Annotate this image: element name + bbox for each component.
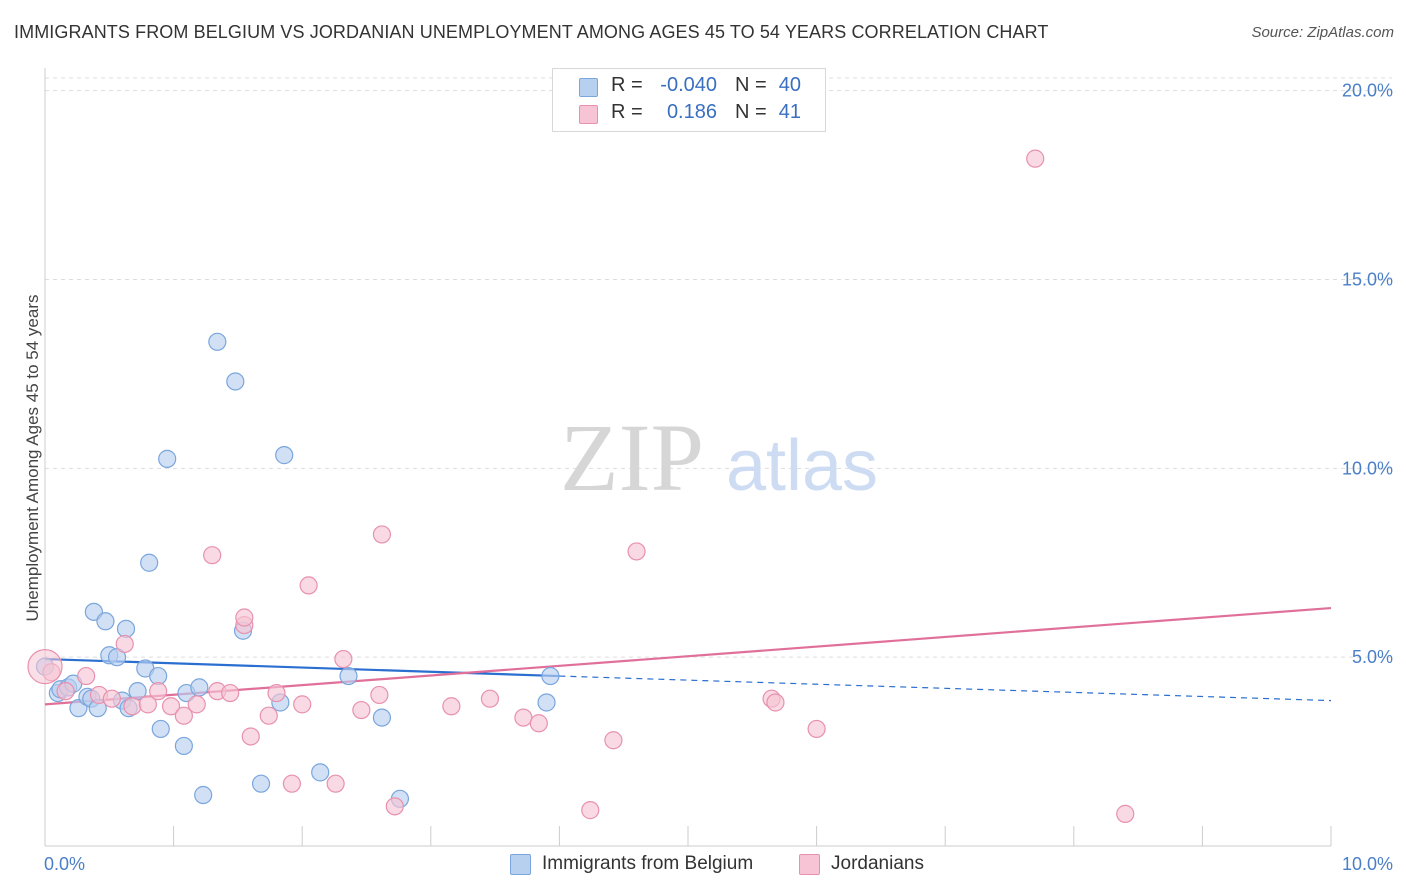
belgium-point — [251, 774, 271, 793]
ticks-layer: 5.0% 10.0% 15.0% 20.0% 0.0% 10.0% — [44, 81, 1393, 874]
belgium-trend-extension — [559, 675, 1332, 702]
x-tick-label: 0.0% — [44, 854, 85, 874]
jordanian-point — [77, 666, 96, 686]
legend-row-belgium: R = -0.040 N = 40 — [553, 74, 825, 100]
bottom-legend-label-belgium: Immigrants from Belgium — [542, 853, 754, 874]
belgium-point — [372, 708, 392, 727]
belgium-point — [339, 666, 358, 686]
jordanian-point — [203, 546, 222, 565]
belgium-point — [151, 719, 170, 739]
axes-layer — [44, 68, 1332, 847]
jordanian-point — [372, 525, 392, 544]
belgium-point — [311, 763, 330, 782]
jordanian-point — [235, 608, 254, 627]
y-tick-label: 5.0% — [1352, 647, 1393, 667]
jordanian-point — [529, 714, 548, 733]
chart-title: IMMIGRANTS FROM BELGIUM VS JORDANIAN UNE… — [14, 22, 1049, 42]
jordanian-point — [241, 727, 260, 746]
legend-row-jordanians: R = 0.186 N = 41 — [553, 101, 825, 127]
jordanian-point — [514, 708, 533, 727]
jordanian-point — [293, 695, 312, 714]
watermark: ZIP atlas — [560, 404, 878, 511]
belgium-point — [190, 678, 209, 697]
legend-r-label: R = — [611, 101, 643, 123]
y-tick-label: 10.0% — [1342, 458, 1393, 478]
bottom-legend-swatch-belgium — [510, 854, 531, 875]
jordanian-point — [604, 731, 623, 750]
belgium-point — [275, 446, 294, 465]
jordanian-point — [352, 700, 371, 720]
jordanian-point — [161, 697, 181, 716]
y-tick-label: 20.0% — [1342, 81, 1393, 101]
bottom-legend-label-jordanians: Jordanians — [831, 853, 924, 874]
legend-n-label: N = — [735, 74, 767, 96]
y-tick-label: 15.0% — [1342, 269, 1393, 289]
jordanian-point — [442, 697, 461, 716]
legend-r-value: 0.186 — [666, 101, 717, 123]
jordanian-point — [807, 719, 826, 739]
belgium-point — [158, 449, 177, 468]
jordanian-point — [221, 683, 240, 703]
jordanian-point — [385, 797, 404, 816]
jordanian-point — [299, 576, 318, 595]
jordanian-point — [149, 682, 168, 701]
legend-r-value: -0.040 — [660, 74, 717, 96]
jordanian-point — [766, 693, 785, 712]
points-layer — [27, 149, 1135, 823]
belgium-point — [140, 553, 159, 572]
jordanian-point — [115, 634, 134, 654]
bottom-legend-swatch-jordanians — [799, 854, 820, 875]
x-tick-label: 10.0% — [1342, 854, 1393, 874]
jordanian-trend-line — [44, 606, 1332, 706]
belgium-point — [116, 619, 136, 638]
jordanian-point — [123, 697, 142, 716]
belgium-point — [541, 666, 560, 686]
jordanian-point — [138, 695, 157, 714]
belgium-point — [174, 736, 193, 756]
trend-layer — [44, 606, 1332, 706]
belgium-point — [149, 666, 168, 686]
jordanian-cluster-point — [27, 649, 63, 685]
jordanian-point — [102, 689, 121, 708]
jordanian-point — [1026, 149, 1045, 168]
jordanian-point — [187, 695, 206, 714]
jordanian-point — [480, 689, 500, 708]
watermark-atlas: atlas — [726, 426, 878, 506]
jordanian-point — [1116, 804, 1135, 823]
source-label: Source: ZipAtlas.com — [1251, 24, 1394, 41]
jordanian-point — [174, 706, 193, 725]
jordanian-point — [627, 542, 646, 561]
legend-swatch-belgium — [579, 78, 598, 97]
legend-n-label: N = — [735, 101, 767, 123]
legend-swatch-jordanians — [579, 105, 598, 124]
belgium-point — [208, 332, 227, 351]
y-axis-label: Unemployment Among Ages 45 to 54 years — [23, 295, 42, 622]
jordanian-point — [259, 706, 278, 725]
grid-layer — [45, 77, 1392, 658]
jordanian-point — [334, 649, 353, 669]
belgium-point — [96, 612, 115, 631]
legend-r-label: R = — [611, 74, 643, 96]
belgium-point — [226, 372, 245, 391]
jordanian-point — [326, 774, 345, 793]
jordanian-point — [267, 683, 286, 703]
jordanian-point — [282, 774, 302, 793]
watermark-zip: ZIP — [560, 404, 704, 511]
legend-n-value: 41 — [778, 101, 801, 123]
jordanian-point — [370, 685, 389, 705]
jordanian-point — [581, 801, 600, 820]
correlation-legend: R = -0.040 N = 40 R = 0.186 N = 41 — [552, 68, 826, 132]
belgium-point — [537, 693, 556, 712]
belgium-point — [194, 785, 213, 805]
jordanian-point — [56, 682, 75, 701]
legend-n-value: 40 — [778, 74, 801, 96]
